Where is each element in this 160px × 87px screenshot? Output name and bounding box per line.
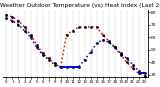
Title: Milwaukee Weather Outdoor Temperature (vs) Heat Index (Last 24 Hours): Milwaukee Weather Outdoor Temperature (v…	[0, 3, 160, 8]
